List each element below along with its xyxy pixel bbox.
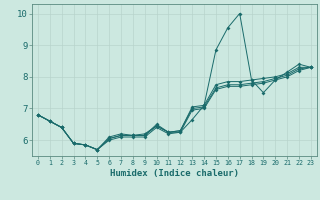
X-axis label: Humidex (Indice chaleur): Humidex (Indice chaleur) — [110, 169, 239, 178]
